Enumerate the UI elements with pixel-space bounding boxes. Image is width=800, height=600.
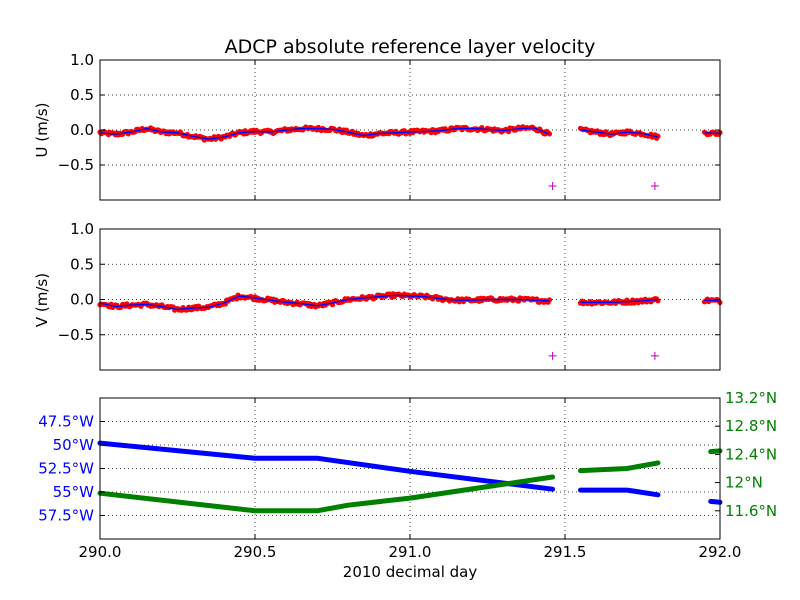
x-tick-label: 291.0 xyxy=(389,543,432,561)
u-flag-marker xyxy=(548,182,557,190)
latitude-track-segment xyxy=(578,460,661,474)
latitude-tick-label: 12°N xyxy=(725,474,763,492)
v-smoothed-line xyxy=(704,299,721,302)
u-y-tick-label: 0.5 xyxy=(70,86,94,104)
v-ylabel: V (m/s) xyxy=(33,273,51,327)
latitude-track-segment xyxy=(708,448,723,455)
u-ticks: 1.0 0.5 0.0 −0.5 xyxy=(58,51,721,200)
v-y-tick-label: 0.5 xyxy=(70,255,94,273)
u-ylabel: U (m/s) xyxy=(33,103,51,158)
v-y-tick-label: −0.5 xyxy=(58,326,94,344)
u-smoothed-line xyxy=(580,129,659,138)
latitude-tick-label: 12.8°N xyxy=(725,417,777,435)
v-data-point xyxy=(546,297,553,303)
longitude-tick-label: 52.5°W xyxy=(38,460,94,478)
longitude-tick-label: 55°W xyxy=(53,483,95,501)
longitude-tick-label: 50°W xyxy=(53,436,95,454)
u-smoothed-line xyxy=(704,132,721,135)
v-data xyxy=(97,291,723,360)
v-y-tick-label: 1.0 xyxy=(70,220,94,238)
u-y-tick-label: 0.0 xyxy=(70,121,94,139)
v-y-tick-label: 0.0 xyxy=(70,291,94,309)
longitude-track-segment xyxy=(97,440,556,492)
latitude-tick-label: 11.6°N xyxy=(725,502,777,520)
v-ticks: 1.0 0.5 0.0 −0.5 xyxy=(58,220,721,370)
longitude-track-segment xyxy=(708,498,723,505)
latitude-track-segment xyxy=(97,474,556,514)
u-data xyxy=(97,124,723,190)
u-flag-marker xyxy=(650,182,659,190)
v-smoothed-line xyxy=(99,294,550,311)
v-flag-marker xyxy=(650,351,659,360)
position-ticks: 47.5°W 50°W 52.5°W 55°W 57.5°W 13.2°N 12.8°N 12… xyxy=(38,389,777,561)
position-data xyxy=(97,440,723,514)
v-smoothed-line xyxy=(580,298,659,303)
v-flag-marker xyxy=(548,351,557,360)
u-y-tick-label: 1.0 xyxy=(70,51,94,69)
x-tick-label: 292.0 xyxy=(699,543,742,561)
x-tick-label: 290.5 xyxy=(234,543,277,561)
x-tick-label: 290.0 xyxy=(79,543,122,561)
u-velocity-panel: 1.0 0.5 0.0 −0.5 U (m/s) xyxy=(33,51,723,201)
x-tick-label: 291.5 xyxy=(544,543,587,561)
figure-title: ADCP absolute reference layer velocity xyxy=(225,36,596,58)
v-velocity-panel: 1.0 0.5 0.0 −0.5 V (m/s) xyxy=(33,220,723,371)
u-y-tick-label: −0.5 xyxy=(58,156,94,174)
latitude-tick-label: 12.4°N xyxy=(725,445,777,463)
latitude-tick-label: 13.2°N xyxy=(725,389,777,407)
position-panel: 47.5°W 50°W 52.5°W 55°W 57.5°W 13.2°N 12.8°N 12… xyxy=(38,389,777,561)
u-smoothed-line xyxy=(99,127,550,140)
longitude-tick-label: 47.5°W xyxy=(38,413,94,431)
longitude-track-segment xyxy=(578,487,661,498)
longitude-tick-label: 57.5°W xyxy=(38,507,94,525)
x-axis-label: 2010 decimal day xyxy=(343,563,478,581)
